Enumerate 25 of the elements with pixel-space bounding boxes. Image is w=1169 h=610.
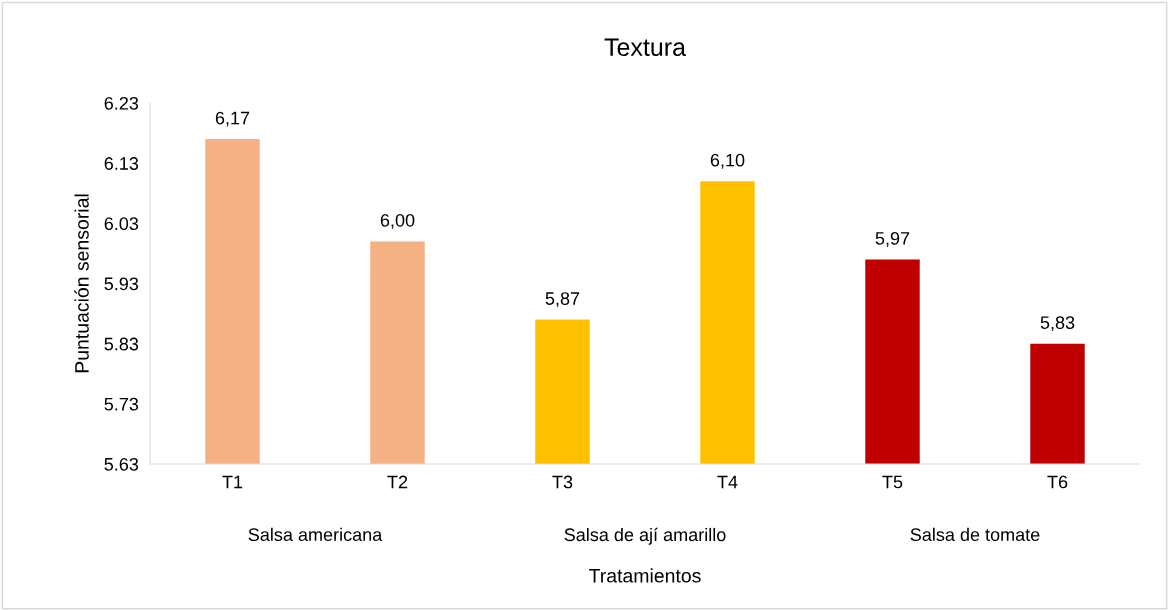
- text: Salsa de ají amarillo: [564, 527, 726, 545]
- y-tick-label: 5.63: [104, 457, 139, 471]
- data-label: 6,10: [710, 153, 745, 169]
- x-tick-label: T1: [222, 475, 243, 489]
- x-tick-label: T6: [1047, 475, 1068, 489]
- data-label: 6,00: [380, 213, 415, 229]
- y-tick-label: 5.73: [104, 397, 139, 411]
- y-tick-label: 6.03: [104, 217, 139, 231]
- text: Salsa de tomate: [910, 527, 1040, 542]
- data-label: 5,87: [545, 292, 580, 308]
- y-axis-title: Puntuación sensorial: [74, 194, 89, 373]
- y-tick-label: 6.23: [104, 96, 139, 110]
- x-tick-label: T4: [717, 475, 738, 489]
- x-tick-label: T2: [387, 475, 408, 489]
- y-tick-label: 6.13: [104, 157, 139, 170]
- y-tick-label: 5.83: [104, 337, 139, 351]
- chart-title: Textura: [604, 38, 686, 57]
- x-tick-label: T3: [552, 475, 573, 489]
- data-label: 5,97: [875, 231, 910, 247]
- x-tick-label: T5: [882, 475, 903, 489]
- text: Salsa americana: [248, 527, 383, 542]
- data-label: 6,17: [215, 111, 250, 127]
- data-label: 5,83: [1040, 316, 1075, 332]
- y-tick-label: 5.93: [104, 277, 139, 291]
- x-axis-title: Tratamientos: [589, 568, 701, 583]
